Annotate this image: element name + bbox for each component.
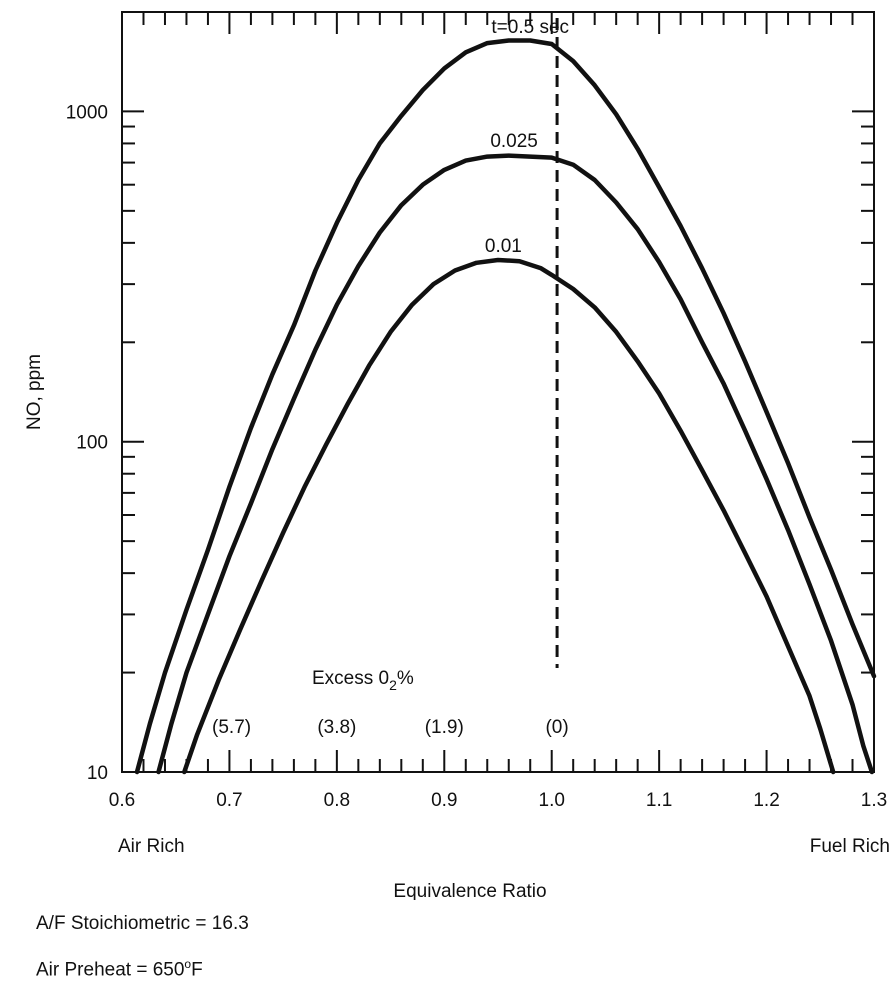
series-line-0 (134, 38, 877, 775)
y-axis-title: NO, ppm (24, 354, 45, 430)
y-tick-label: 1000 (66, 102, 108, 123)
series-label-1: 0.025 (490, 131, 538, 152)
x-tick-label: 1.1 (646, 790, 672, 811)
air-preheat-value: Air Preheat = 650 (36, 959, 185, 981)
excess-o2-value: (0) (545, 717, 568, 738)
x-tick-label: 1.0 (539, 790, 565, 811)
degree-mark: o (184, 957, 192, 971)
y-tick-label: 100 (76, 433, 108, 454)
data-series: t=0.5 sec 0.025 0.01 (134, 17, 877, 775)
x-tick-label: 0.6 (109, 790, 135, 811)
series-label-2: 0.01 (485, 236, 522, 257)
x-tick-label: 1.3 (861, 790, 887, 811)
x-tick-label: 0.7 (216, 790, 242, 811)
x-axis-title: Equivalence Ratio (393, 881, 546, 900)
air-rich-label: Air Rich (118, 836, 185, 857)
x-tick-label: 0.9 (431, 790, 457, 811)
x-tick-label: 1.2 (753, 790, 779, 811)
excess-o2-value: (1.9) (425, 717, 464, 738)
excess-o2-header: Excess 02% (312, 668, 414, 693)
y-tick-label: 10 (87, 763, 108, 784)
axis-ticks (121, 11, 875, 773)
series-line-2 (182, 257, 836, 775)
excess-o2-value: (3.8) (317, 717, 356, 738)
conditions-notes: A/F Stoichiometric = 16.3 Air Preheat = … (36, 904, 249, 984)
x-tick-label: 0.8 (324, 790, 350, 811)
series-label-0: t=0.5 sec (491, 17, 569, 38)
excess-o2-value: (5.7) (212, 717, 251, 738)
axis-labels: 0.6 0.7 0.8 0.9 1.0 1.1 1.2 1.3 10 100 1000 Air Ric… (24, 102, 890, 900)
excess-o2-suffix: % (397, 668, 414, 689)
no-vs-equivalence-ratio-chart: t=0.5 sec 0.025 0.01 0.6 0.7 0.8 0.9 1.0 1.1 1.2… (24, 11, 890, 900)
air-preheat-note: Air Preheat = 650oF (36, 944, 249, 984)
af-stoichiometric-note: A/F Stoichiometric = 16.3 (36, 913, 249, 934)
plot-frame (121, 11, 875, 773)
series-line-1 (156, 153, 875, 775)
fuel-rich-label: Fuel Rich (810, 836, 890, 857)
excess-o2-subscript: 2 (389, 677, 397, 693)
excess-o2-text: Excess 0 (312, 668, 389, 689)
air-preheat-unit: F (191, 959, 203, 981)
